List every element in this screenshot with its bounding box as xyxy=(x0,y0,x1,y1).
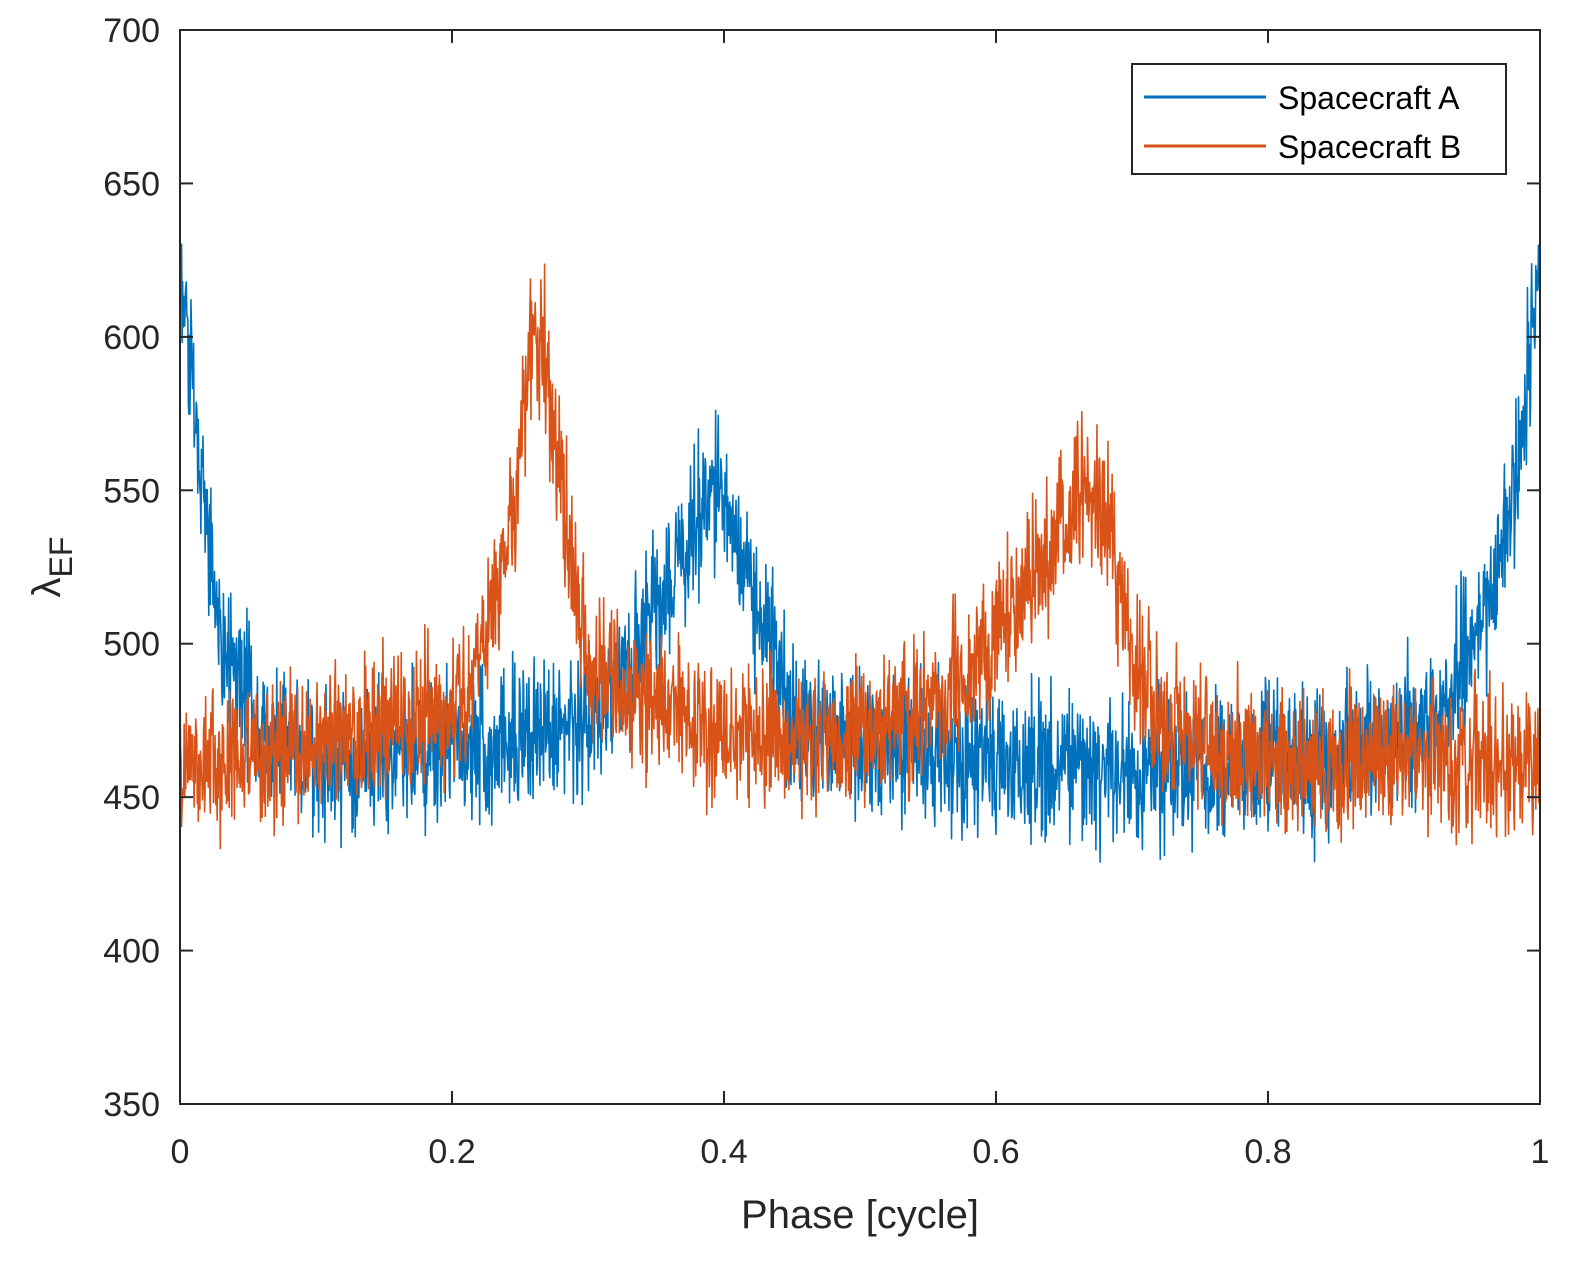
y-tick-label: 450 xyxy=(103,779,160,817)
legend-label-spacecraft-b: Spacecraft B xyxy=(1278,129,1461,165)
y-tick-label: 600 xyxy=(103,319,160,357)
y-tick-label: 550 xyxy=(103,472,160,510)
y-tick-label: 650 xyxy=(103,165,160,203)
x-tick-label: 0.8 xyxy=(1244,1133,1291,1171)
legend-label-spacecraft-a: Spacecraft A xyxy=(1278,80,1460,116)
x-tick-label: 0 xyxy=(171,1133,190,1171)
x-tick-label: 1 xyxy=(1531,1133,1550,1171)
y-tick-label: 700 xyxy=(103,12,160,50)
x-axis-title: Phase [cycle] xyxy=(741,1193,979,1237)
axes-box xyxy=(179,29,1541,1105)
series-line-spacecraft-b xyxy=(179,263,1541,850)
y-axis-title: λEF xyxy=(25,537,79,598)
x-tick-label: 0.2 xyxy=(428,1133,475,1171)
x-tick-label: 0.6 xyxy=(972,1133,1019,1171)
legend: Spacecraft A Spacecraft B xyxy=(1131,63,1507,175)
svg-text:λEF: λEF xyxy=(25,537,79,598)
legend-box xyxy=(1131,63,1507,175)
tick-label-layer: 0 0.2 0.4 0.6 0.8 1 350 400 450 500 550 600 650 700 xyxy=(103,12,1549,1171)
y-axis-title-main: λ xyxy=(25,577,69,597)
y-axis-title-subscript: EF xyxy=(43,537,79,578)
y-tick-label: 400 xyxy=(103,933,160,971)
y-tick-label: 500 xyxy=(103,626,160,664)
series-layer xyxy=(179,231,1541,863)
x-tick-label: 0.4 xyxy=(700,1133,747,1171)
y-tick-label: 350 xyxy=(103,1086,160,1124)
plot-area xyxy=(180,30,1540,1104)
